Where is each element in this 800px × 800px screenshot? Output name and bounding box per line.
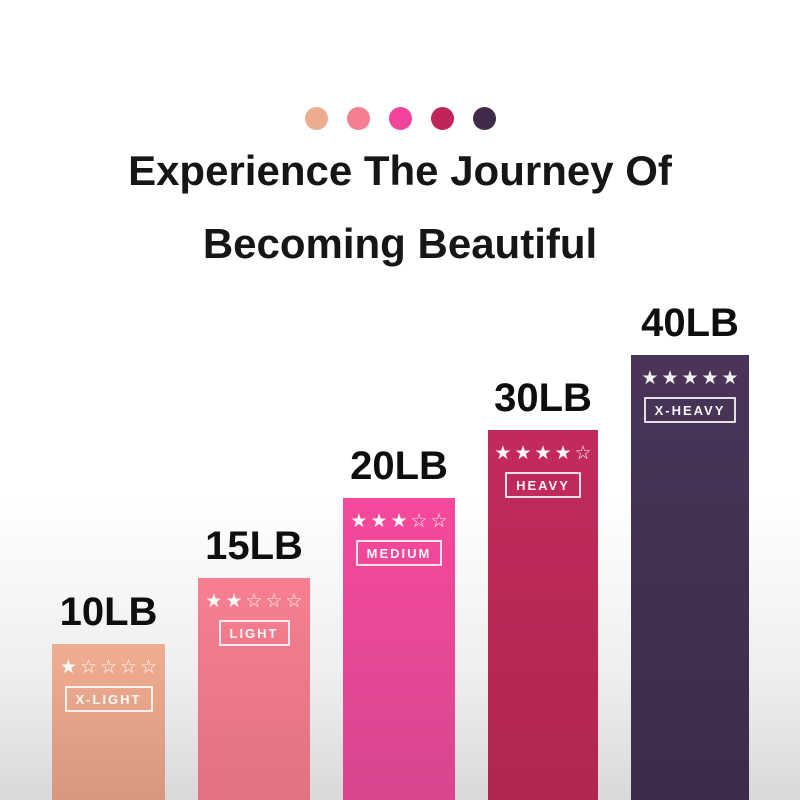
bar-column-40lb: 40LB ★★★★★ X-HEAVY xyxy=(631,303,749,800)
star-rating-icons: ★★★☆☆ xyxy=(350,511,451,532)
bar-value-label: 30LB xyxy=(494,376,592,420)
bar-40lb: ★★★★★ X-HEAVY xyxy=(631,355,749,800)
heavy-color-dot-icon xyxy=(430,107,454,130)
bar-value-label: 20LB xyxy=(350,444,448,488)
light-color-dot-icon xyxy=(346,107,370,130)
bar-value-label: 40LB xyxy=(641,301,739,345)
star-rating-icons: ★★★★☆ xyxy=(494,443,595,464)
bar-value-label: 15LB xyxy=(205,524,303,568)
color-palette-dots xyxy=(0,107,800,130)
star-rating-icons: ★★☆☆☆ xyxy=(205,591,306,612)
band-label: LIGHT xyxy=(218,619,290,646)
x-heavy-color-dot-icon xyxy=(472,107,496,130)
page-title: Experience The Journey Of Becoming Beaut… xyxy=(0,146,800,268)
medium-color-dot-icon xyxy=(388,107,412,130)
band-label: MEDIUM xyxy=(355,539,443,566)
band-label: HEAVY xyxy=(505,471,581,498)
resistance-band-bar-chart: 10LB ★☆☆☆☆ X-LIGHT 15LB ★★☆☆☆ LIGHT 20LB… xyxy=(52,303,749,800)
star-rating-icons: ★★★★★ xyxy=(641,368,742,389)
bar-column-30lb: 30LB ★★★★☆ HEAVY xyxy=(488,378,598,800)
bar-30lb: ★★★★☆ HEAVY xyxy=(488,430,598,800)
bar-value-label: 10LB xyxy=(59,590,158,634)
x-light-color-dot-icon xyxy=(304,107,328,130)
band-label: X-LIGHT xyxy=(64,685,153,712)
page-title-line-2: Becoming Beautiful xyxy=(202,220,598,267)
bar-15lb: ★★☆☆☆ LIGHT xyxy=(198,578,310,800)
page-title-line-1: Experience The Journey Of xyxy=(128,147,672,194)
bar-column-10lb: 10LB ★☆☆☆☆ X-LIGHT xyxy=(52,592,165,800)
star-rating-icons: ★☆☆☆☆ xyxy=(59,657,161,678)
bar-column-20lb: 20LB ★★★☆☆ MEDIUM xyxy=(343,446,455,800)
bar-20lb: ★★★☆☆ MEDIUM xyxy=(343,498,455,800)
band-label: X-HEAVY xyxy=(643,396,737,423)
bar-column-15lb: 15LB ★★☆☆☆ LIGHT xyxy=(198,526,310,800)
bar-10lb: ★☆☆☆☆ X-LIGHT xyxy=(52,644,165,800)
